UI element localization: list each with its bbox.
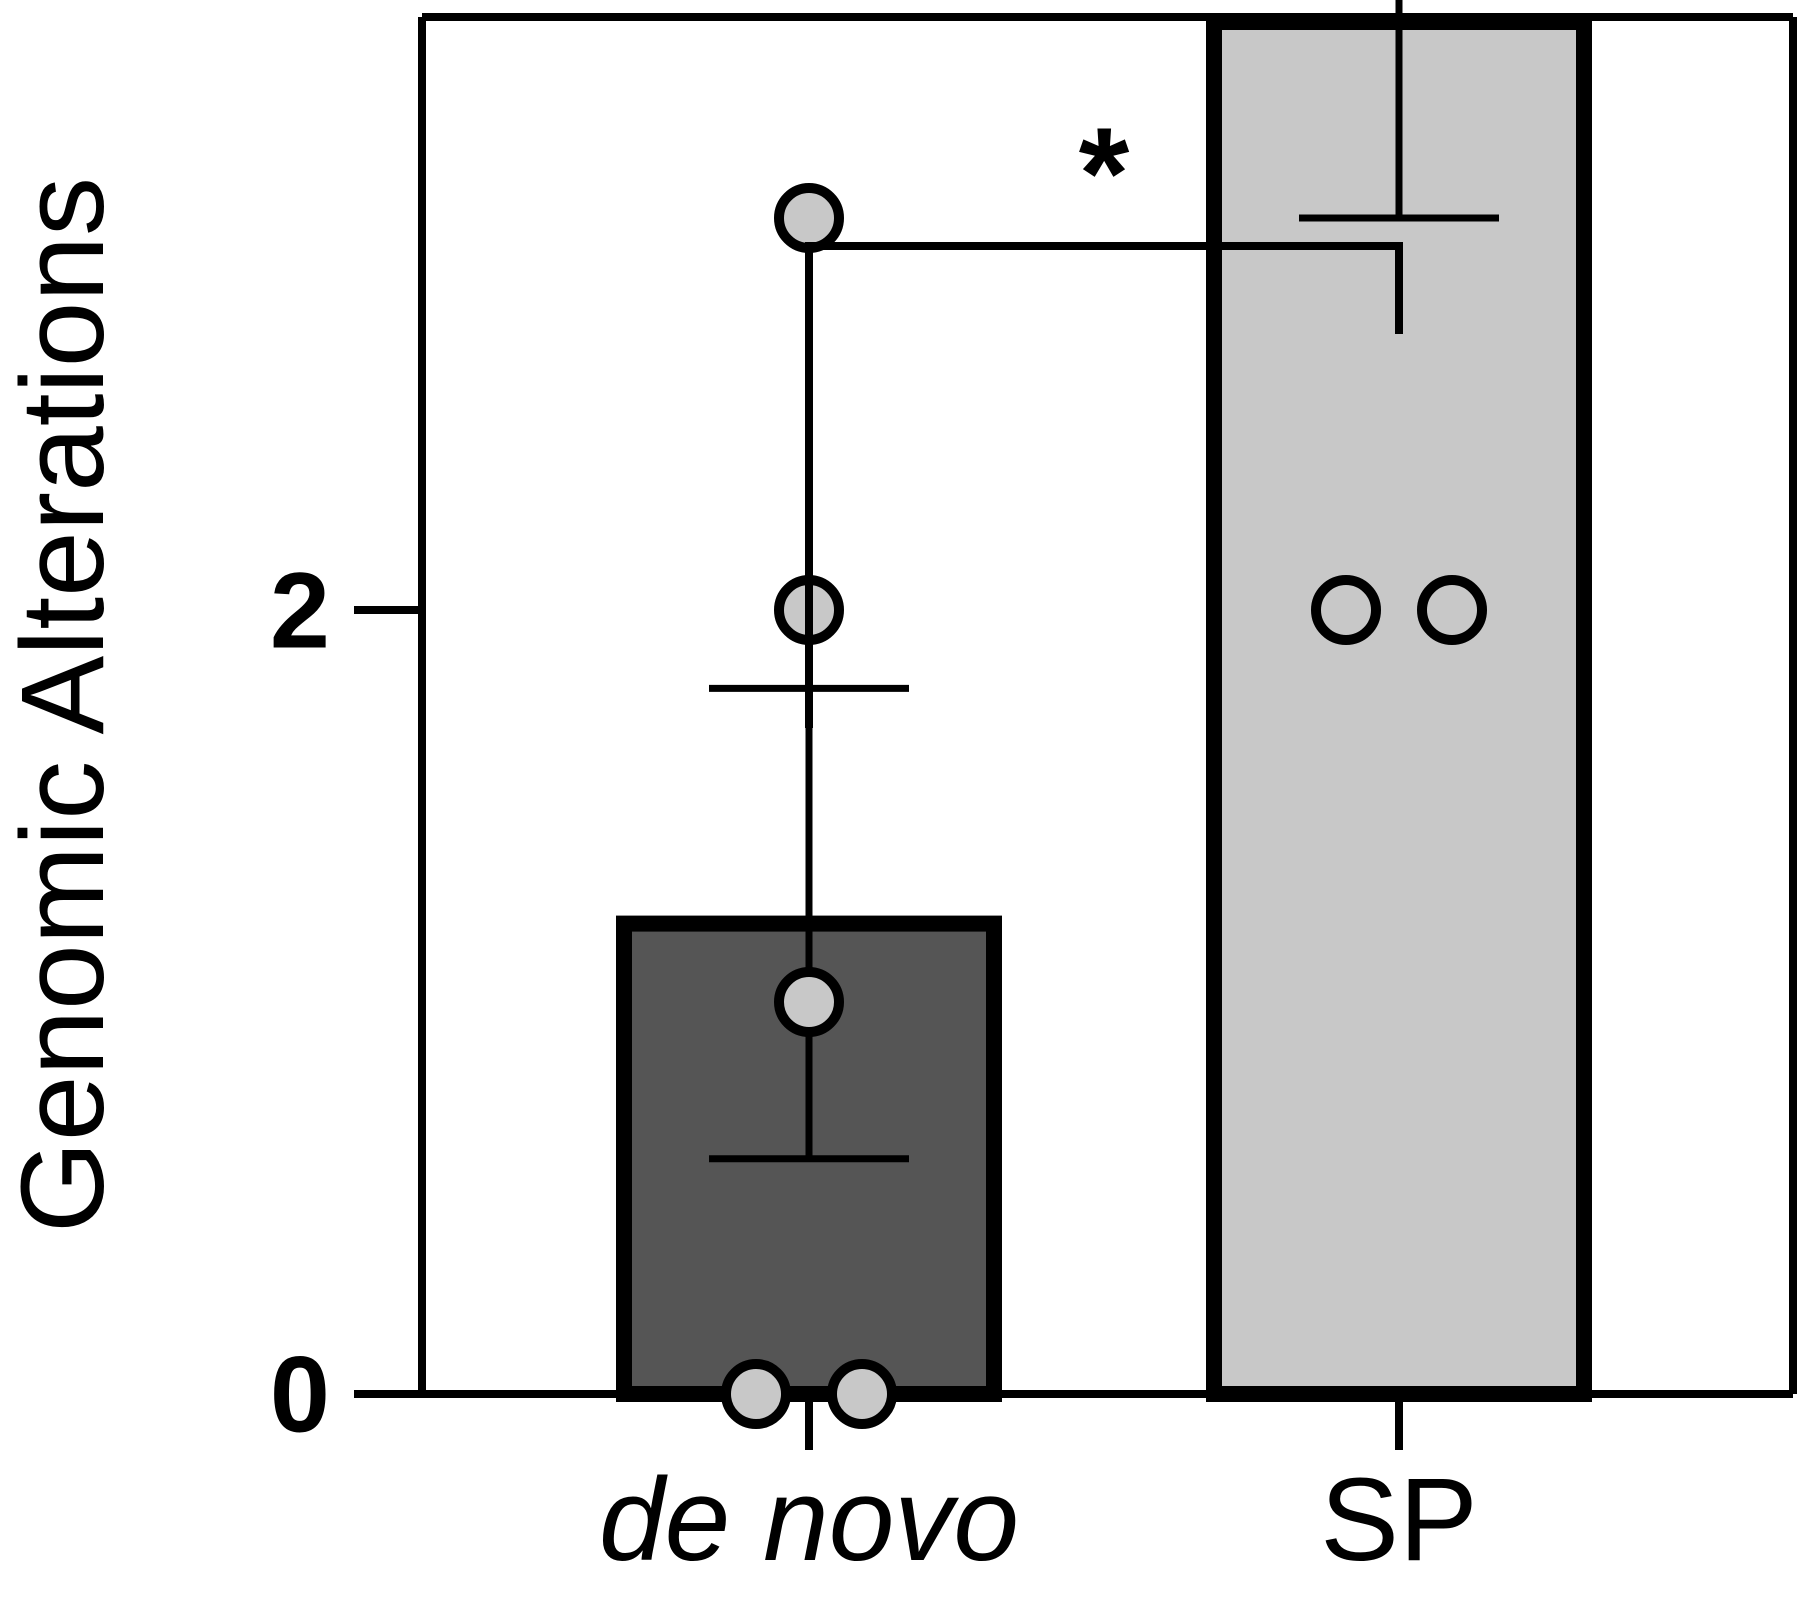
x-category-label: SP — [1320, 1454, 1477, 1586]
x-axis-categories: de novo SP — [599, 1394, 1478, 1586]
bar-2 — [1206, 14, 1592, 1402]
y-tick-label: 2 — [270, 550, 330, 671]
data-point — [1311, 575, 1381, 645]
data-point — [774, 183, 844, 253]
error-bars — [709, 0, 1499, 1163]
significance-label: * — [1079, 100, 1130, 246]
x-category-label: de novo — [599, 1454, 1019, 1586]
y-tick-label: 0 — [270, 1334, 330, 1455]
significance-bracket: * — [805, 100, 1403, 728]
data-point — [774, 967, 844, 1037]
y-axis-title: Genomic Alterations — [0, 177, 129, 1233]
data-point — [1417, 575, 1487, 645]
data-point — [721, 1359, 791, 1429]
significance-bracket-line — [805, 242, 1403, 728]
data-point — [827, 1359, 897, 1429]
y-axis-ticks: 0246 — [270, 550, 422, 1455]
